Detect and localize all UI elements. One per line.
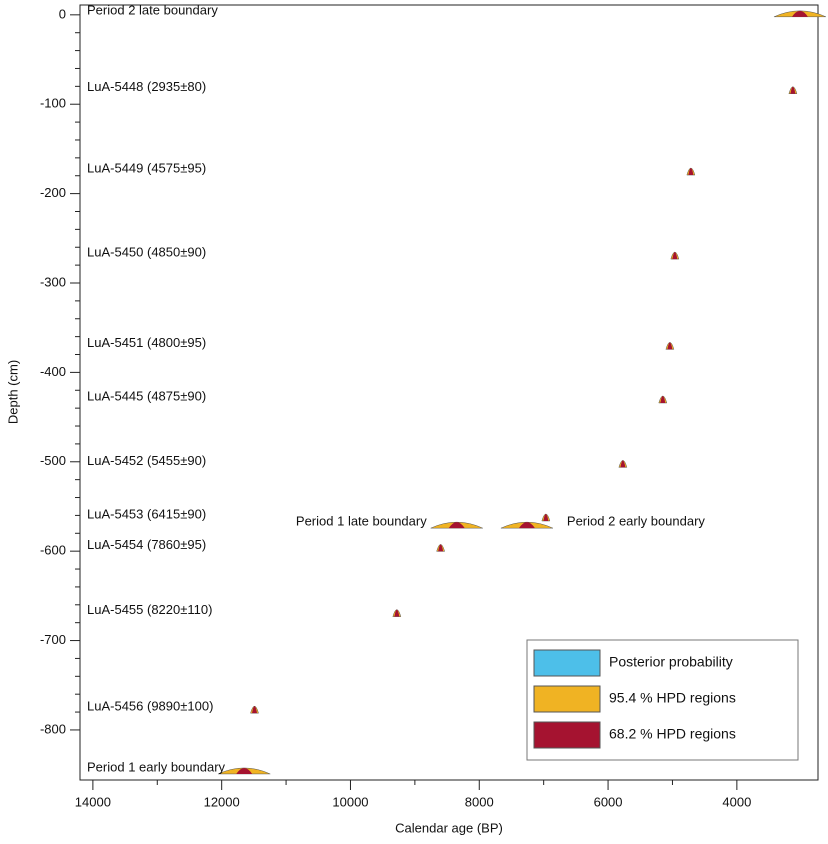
age-distribution	[618, 460, 628, 468]
hpd-68	[672, 252, 678, 260]
point-label: LuA-5445 (4875±90)	[87, 388, 206, 403]
age-distribution	[670, 251, 680, 260]
age-distribution	[218, 767, 271, 775]
y-tick-label: -100	[40, 96, 66, 111]
point-label: Period 1 late boundary	[296, 514, 427, 529]
age-distribution	[665, 342, 675, 350]
y-axis-label: Depth (cm)	[5, 360, 20, 424]
age-distribution	[658, 395, 668, 404]
hpd-68	[236, 767, 253, 774]
hpd-68	[438, 544, 444, 552]
hpd-68	[667, 342, 673, 350]
y-tick-label: -600	[40, 543, 66, 558]
y-tick-label: 0	[59, 6, 66, 21]
point-label: Period 1 early boundary	[87, 759, 226, 774]
point-label: LuA-5449 (4575±95)	[87, 160, 206, 175]
y-tick-label: -400	[40, 364, 66, 379]
legend-label: Posterior probability	[609, 654, 733, 670]
point-label: LuA-5451 (4800±95)	[87, 335, 206, 350]
x-tick-label: 4000	[722, 794, 751, 809]
point-label: Period 2 early boundary	[567, 514, 706, 529]
age-distribution	[773, 10, 827, 18]
x-tick-label: 8000	[465, 794, 494, 809]
hpd-68	[394, 609, 400, 617]
legend-label: 68.2 % HPD regions	[609, 726, 736, 742]
legend-swatch	[533, 721, 601, 749]
x-tick-label: 10000	[332, 794, 368, 809]
x-tick-label: 14000	[75, 794, 111, 809]
age-distribution	[436, 544, 445, 552]
y-tick-label: -800	[40, 721, 66, 736]
hpd-68	[518, 522, 535, 529]
age-distribution	[500, 521, 554, 529]
y-tick-label: -700	[40, 632, 66, 647]
x-tick-label: 12000	[204, 794, 240, 809]
y-tick-label: -500	[40, 453, 66, 468]
hpd-68	[543, 513, 549, 521]
y-tick-label: -300	[40, 274, 66, 289]
legend-swatch	[533, 685, 601, 713]
hpd-68	[448, 522, 465, 529]
point-label: LuA-5456 (9890±100)	[87, 699, 213, 714]
x-axis-label: Calendar age (BP)	[395, 820, 503, 835]
age-distribution	[250, 705, 259, 714]
hpd-68	[790, 86, 796, 94]
point-label: LuA-5455 (8220±110)	[87, 602, 212, 617]
age-distribution	[430, 521, 483, 529]
age-distribution	[392, 609, 402, 617]
legend-label: 95.4 % HPD regions	[609, 690, 736, 706]
age-distribution	[541, 513, 551, 522]
point-label: LuA-5453 (6415±90)	[87, 506, 206, 521]
point-label: LuA-5454 (7860±95)	[87, 537, 206, 552]
hpd-68	[660, 395, 666, 403]
point-label: LuA-5452 (5455±90)	[87, 453, 206, 468]
plot-frame	[79, 4, 819, 781]
point-label: Period 2 late boundary	[87, 2, 218, 17]
hpd-68	[791, 10, 808, 17]
y-tick-label: -200	[40, 185, 66, 200]
age-distribution	[686, 167, 696, 176]
age-distribution	[788, 86, 798, 94]
point-label: LuA-5448 (2935±80)	[87, 79, 206, 94]
hpd-68	[252, 706, 258, 714]
x-tick-label: 6000	[594, 794, 623, 809]
hpd-68	[688, 168, 694, 176]
hpd-68	[620, 460, 626, 468]
legend-swatch	[533, 649, 601, 677]
point-label: LuA-5450 (4850±90)	[87, 245, 206, 260]
